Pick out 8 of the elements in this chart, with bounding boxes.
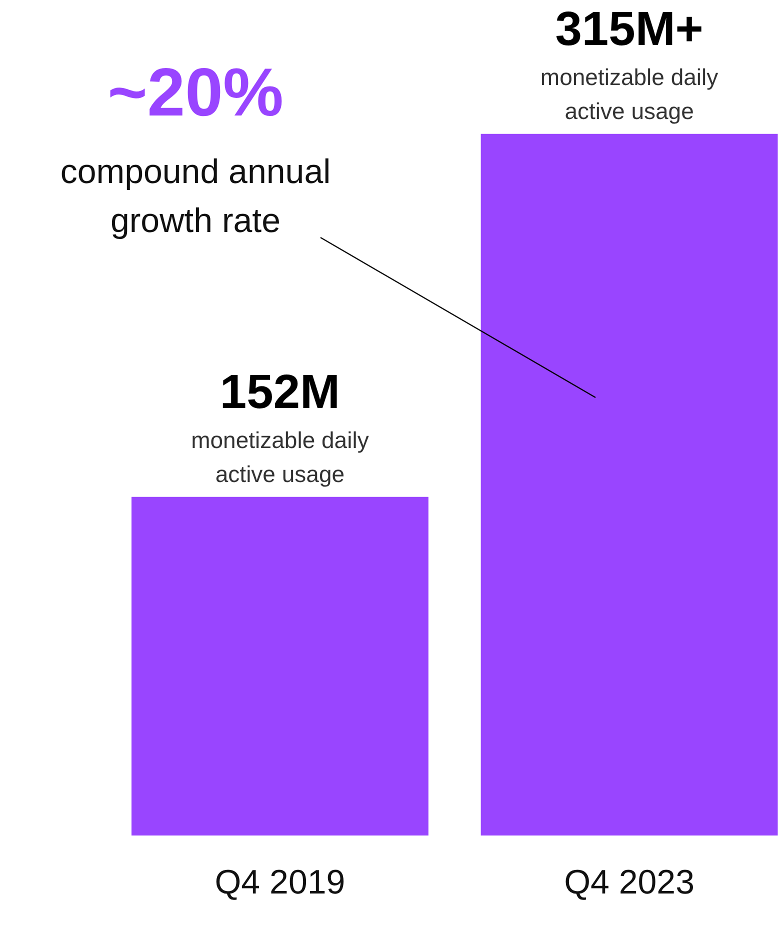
x-tick-label: Q4 2019 <box>214 864 346 902</box>
data-label: 152M <box>220 366 340 419</box>
annotation: monetizable daily active usage <box>540 64 719 124</box>
data-label: 315M+ <box>555 2 704 56</box>
annotation: monetizable daily active usage <box>191 427 370 487</box>
annotation: compound annual growth rate <box>60 152 331 240</box>
text: ~20% <box>108 54 284 130</box>
x-tick-label: Q4 2023 <box>564 864 695 902</box>
